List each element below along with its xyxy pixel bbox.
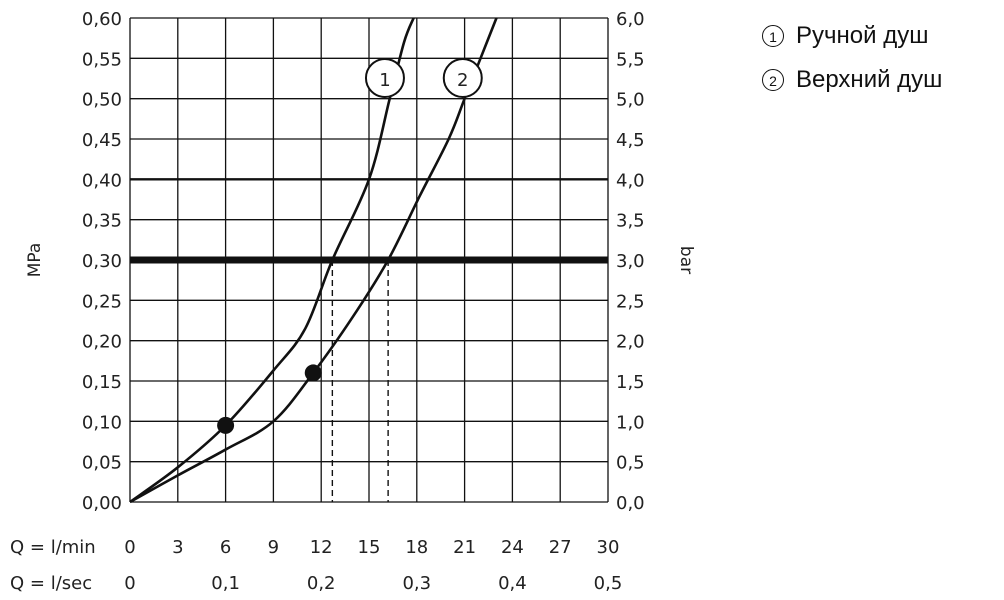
- right-tick-label: 0,0: [616, 493, 645, 514]
- x-axis-row2-label: Q = l/sec: [10, 573, 92, 594]
- x-axis-ticks: 0 3 6 9 12 15 18 21 24 27 30 0 0,1 0,2 0,3 0,4 0,5: [124, 537, 622, 594]
- left-tick-label: 0,35: [82, 211, 122, 232]
- x-tick-label-lmin: 9: [268, 537, 279, 558]
- right-tick-label: 4,5: [616, 130, 645, 151]
- x-tick-label-lmin: 15: [358, 537, 381, 558]
- series-1-label-circle: [364, 58, 405, 98]
- left-tick-label: 0,20: [82, 332, 122, 353]
- left-tick-label: 0,55: [82, 49, 122, 70]
- right-tick-label: 1,5: [616, 372, 645, 393]
- left-tick-label: 0,30: [82, 251, 122, 272]
- y-axis-title-left: MPa: [25, 243, 45, 278]
- left-tick-label: 0,00: [82, 493, 122, 514]
- series-2-label: 2: [457, 70, 468, 91]
- x-tick-label-lsec: 0,1: [211, 573, 240, 594]
- right-tick-label: 3,0: [616, 251, 645, 272]
- x-tick-label-lsec: 0,4: [498, 573, 527, 594]
- legend-label-1: Ручной душ: [796, 22, 929, 49]
- y-axis-title-right: bar: [676, 246, 696, 274]
- x-tick-label-lmin: 24: [501, 537, 524, 558]
- right-tick-label: 1,0: [616, 412, 645, 433]
- right-axis-ticks: 0,0 0,5 1,0 1,5 2,0 2,5 3,0 3,5 4,0 4,5 5,0 5,5 6,0: [616, 9, 645, 514]
- right-tick-label: 4,0: [616, 170, 645, 191]
- legend-label-2: Верхний душ: [796, 66, 943, 93]
- legend-number-2: 2: [762, 69, 784, 91]
- series-1-label: 1: [379, 70, 390, 91]
- x-tick-label-lmin: 30: [597, 537, 620, 558]
- left-tick-label: 0,10: [82, 412, 122, 433]
- left-tick-label: 0,05: [82, 453, 122, 474]
- x-tick-label-lmin: 6: [220, 537, 231, 558]
- x-tick-label-lsec: 0,3: [402, 573, 431, 594]
- series-2-point: [304, 364, 322, 382]
- series-2-label-circle: [442, 58, 483, 98]
- right-tick-label: 3,5: [616, 211, 645, 232]
- x-tick-label-lsec: 0: [124, 573, 135, 594]
- legend-number-1: 1: [762, 25, 784, 47]
- left-tick-label: 0,60: [82, 9, 122, 30]
- x-axis-row1-label: Q = l/min: [10, 537, 96, 558]
- left-tick-label: 0,15: [82, 372, 122, 393]
- right-tick-label: 2,0: [616, 332, 645, 353]
- right-tick-label: 0,5: [616, 453, 645, 474]
- left-tick-label: 0,40: [82, 170, 122, 191]
- right-tick-label: 5,5: [616, 49, 645, 70]
- right-tick-label: 6,0: [616, 9, 645, 30]
- legend: 1 Ручной душ 2 Верхний душ: [762, 14, 942, 102]
- x-tick-label-lmin: 27: [549, 537, 572, 558]
- left-tick-label: 0,25: [82, 291, 122, 312]
- legend-item-2: 2 Верхний душ: [762, 58, 942, 102]
- x-tick-label-lmin: 3: [172, 537, 183, 558]
- x-tick-label-lmin: 0: [124, 537, 135, 558]
- right-tick-label: 2,5: [616, 291, 645, 312]
- series-1-point: [217, 416, 235, 434]
- x-tick-label-lmin: 21: [453, 537, 476, 558]
- left-tick-label: 0,50: [82, 90, 122, 111]
- x-tick-label-lmin: 18: [405, 537, 428, 558]
- right-tick-label: 5,0: [616, 90, 645, 111]
- left-tick-label: 0,45: [82, 130, 122, 151]
- x-tick-label-lsec: 0,2: [307, 573, 336, 594]
- x-tick-label-lmin: 12: [310, 537, 333, 558]
- x-tick-label-lsec: 0,5: [594, 573, 623, 594]
- left-axis-ticks: 0,00 0,05 0,10 0,15 0,20 0,25 0,30 0,35 0,40 0,45…: [82, 9, 122, 514]
- legend-item-1: 1 Ручной душ: [762, 14, 942, 58]
